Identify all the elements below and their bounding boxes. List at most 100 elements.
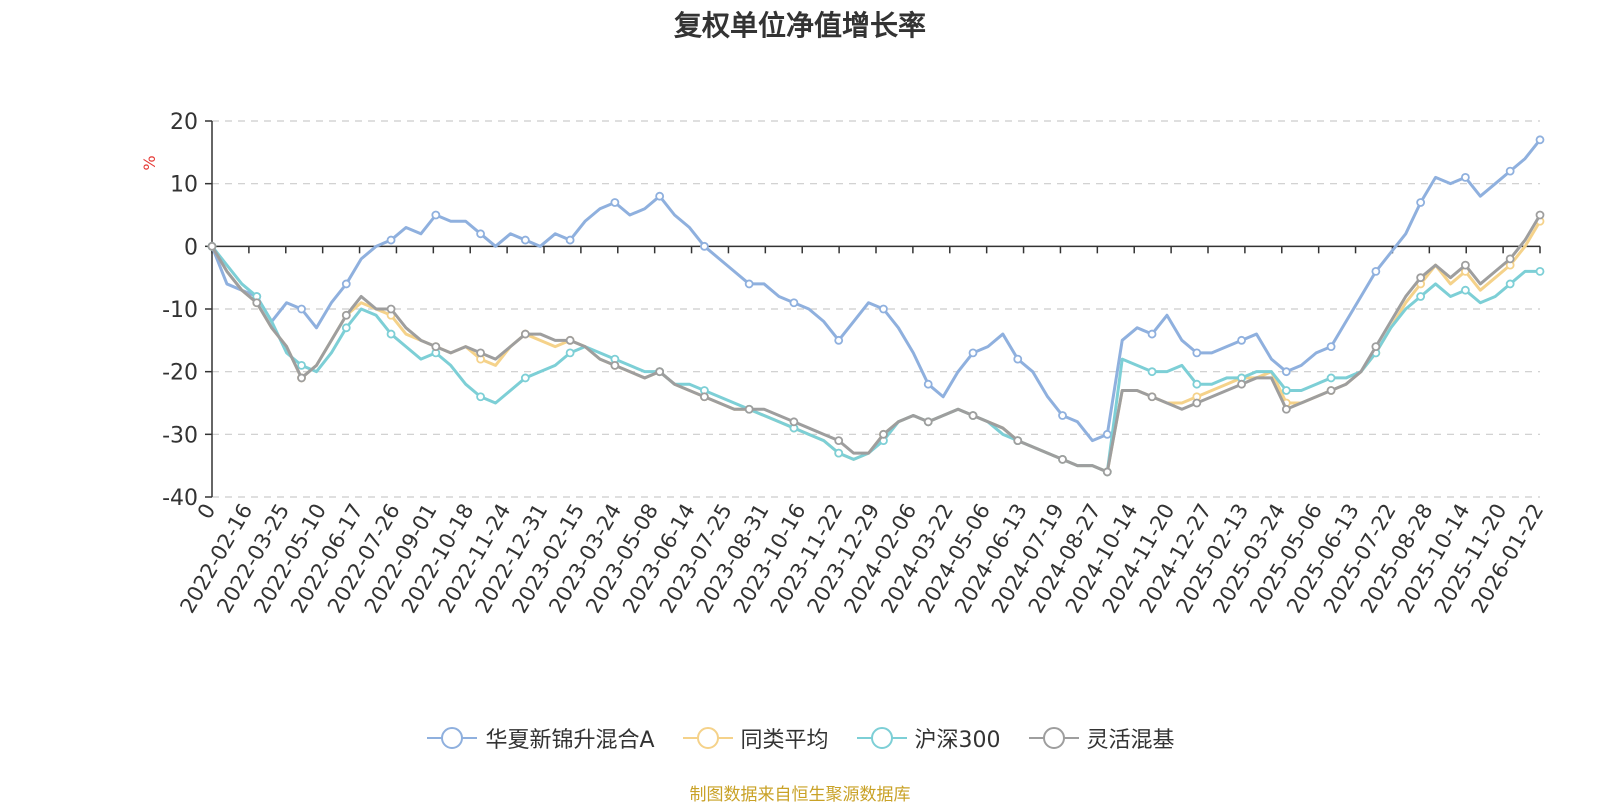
y-tick-label: -20	[162, 361, 198, 386]
series-point	[1192, 348, 1202, 358]
legend-label: 同类平均	[740, 728, 829, 753]
series-point	[834, 436, 844, 446]
series-point	[476, 348, 485, 358]
series-point	[879, 429, 888, 439]
grid-lines	[212, 120, 1540, 498]
y-tick-label: -30	[162, 423, 198, 448]
series-point	[879, 304, 888, 314]
series-point	[1505, 166, 1515, 176]
series-point	[968, 348, 978, 358]
series-point	[1147, 367, 1157, 377]
y-tick-label: -10	[162, 298, 198, 323]
legend-item[interactable]: 灵活混基	[1027, 722, 1175, 754]
series-point	[386, 329, 396, 339]
chart-title: 复权单位净值增长率	[673, 9, 926, 42]
series-point	[1237, 335, 1246, 345]
series-point	[1147, 392, 1157, 402]
legend-label: 华夏新锦升混合A	[485, 728, 655, 753]
y-tick-label: -40	[162, 486, 198, 511]
series-point	[1147, 329, 1157, 339]
series-point	[1505, 279, 1515, 289]
series-point	[565, 348, 575, 358]
y-tick-label: 0	[184, 235, 198, 260]
series-point	[968, 411, 978, 420]
series-point	[1281, 386, 1291, 395]
series-point	[297, 304, 306, 314]
series-point	[1326, 373, 1336, 383]
legend: 华夏新锦升混合A 同类平均 沪深300 灵活混基	[0, 722, 1600, 754]
series-lines	[207, 135, 1545, 477]
series-point	[431, 210, 441, 220]
series-line-2	[210, 245, 1540, 474]
series-point	[834, 335, 844, 345]
series-point	[520, 235, 530, 245]
series-point	[1535, 210, 1545, 220]
series-point	[700, 392, 709, 402]
series-point	[341, 310, 351, 320]
series-point	[1460, 172, 1470, 182]
series-point	[834, 448, 844, 458]
series-point	[476, 392, 485, 402]
series-point	[610, 198, 620, 207]
series-point	[1505, 254, 1515, 264]
axes: 20100-10-20-30-4002022-02-162022-03-2520…	[162, 110, 1548, 617]
source-note: 制图数据来自恒生聚源数据库	[689, 785, 911, 805]
series-point	[1281, 404, 1291, 414]
series-point	[923, 379, 933, 389]
series-point	[252, 298, 262, 308]
series-point	[1192, 398, 1202, 408]
series-point	[1371, 266, 1381, 276]
legend-marker-icon	[682, 727, 733, 749]
legend-item[interactable]: 华夏新锦升混合A	[425, 722, 655, 754]
series-point	[1416, 292, 1426, 301]
series-line-0	[210, 138, 1542, 443]
series-point	[1058, 454, 1067, 464]
legend-marker-icon	[427, 727, 478, 749]
series-point	[655, 191, 665, 201]
series-point	[1192, 379, 1202, 389]
series-point	[1460, 285, 1470, 295]
legend-label: 灵活混基	[1086, 728, 1175, 753]
series-point	[789, 417, 799, 427]
series-line-3	[210, 214, 1542, 474]
series-point	[923, 417, 933, 427]
series-point	[1371, 342, 1381, 352]
series-point	[1102, 467, 1112, 477]
series-point	[476, 229, 485, 239]
series-point	[744, 279, 754, 289]
series-point	[1416, 198, 1426, 207]
series-point	[1013, 436, 1023, 446]
series-point	[431, 342, 441, 352]
series-point	[1102, 429, 1112, 439]
y-axis-unit-label: %	[140, 155, 159, 170]
series-point	[297, 373, 306, 383]
series-point	[520, 329, 530, 339]
series-point	[1535, 135, 1545, 145]
series-point	[1326, 386, 1336, 395]
x-tick-label: 0	[193, 500, 220, 524]
series-point	[1237, 379, 1246, 389]
legend-marker-icon	[1028, 727, 1079, 749]
series-point	[297, 360, 306, 370]
series-point	[341, 323, 351, 333]
series-point	[1281, 367, 1291, 377]
y-tick-label: 10	[170, 173, 198, 198]
series-point	[700, 241, 709, 251]
series-point	[565, 235, 575, 245]
legend-item[interactable]: 沪深300	[855, 722, 1001, 754]
y-tick-label: 20	[170, 110, 198, 135]
legend-label: 沪深300	[914, 728, 1001, 753]
series-point	[655, 367, 665, 377]
series-point	[1326, 342, 1336, 352]
series-point	[744, 404, 754, 414]
series-point	[1013, 354, 1023, 364]
series-point	[789, 298, 799, 308]
legend-item[interactable]: 同类平均	[681, 722, 829, 754]
series-point	[1460, 260, 1470, 270]
series-point	[1058, 411, 1067, 420]
series-point	[1416, 273, 1426, 283]
series-point	[341, 279, 351, 289]
series-point	[520, 373, 530, 383]
series-point	[1535, 266, 1545, 276]
